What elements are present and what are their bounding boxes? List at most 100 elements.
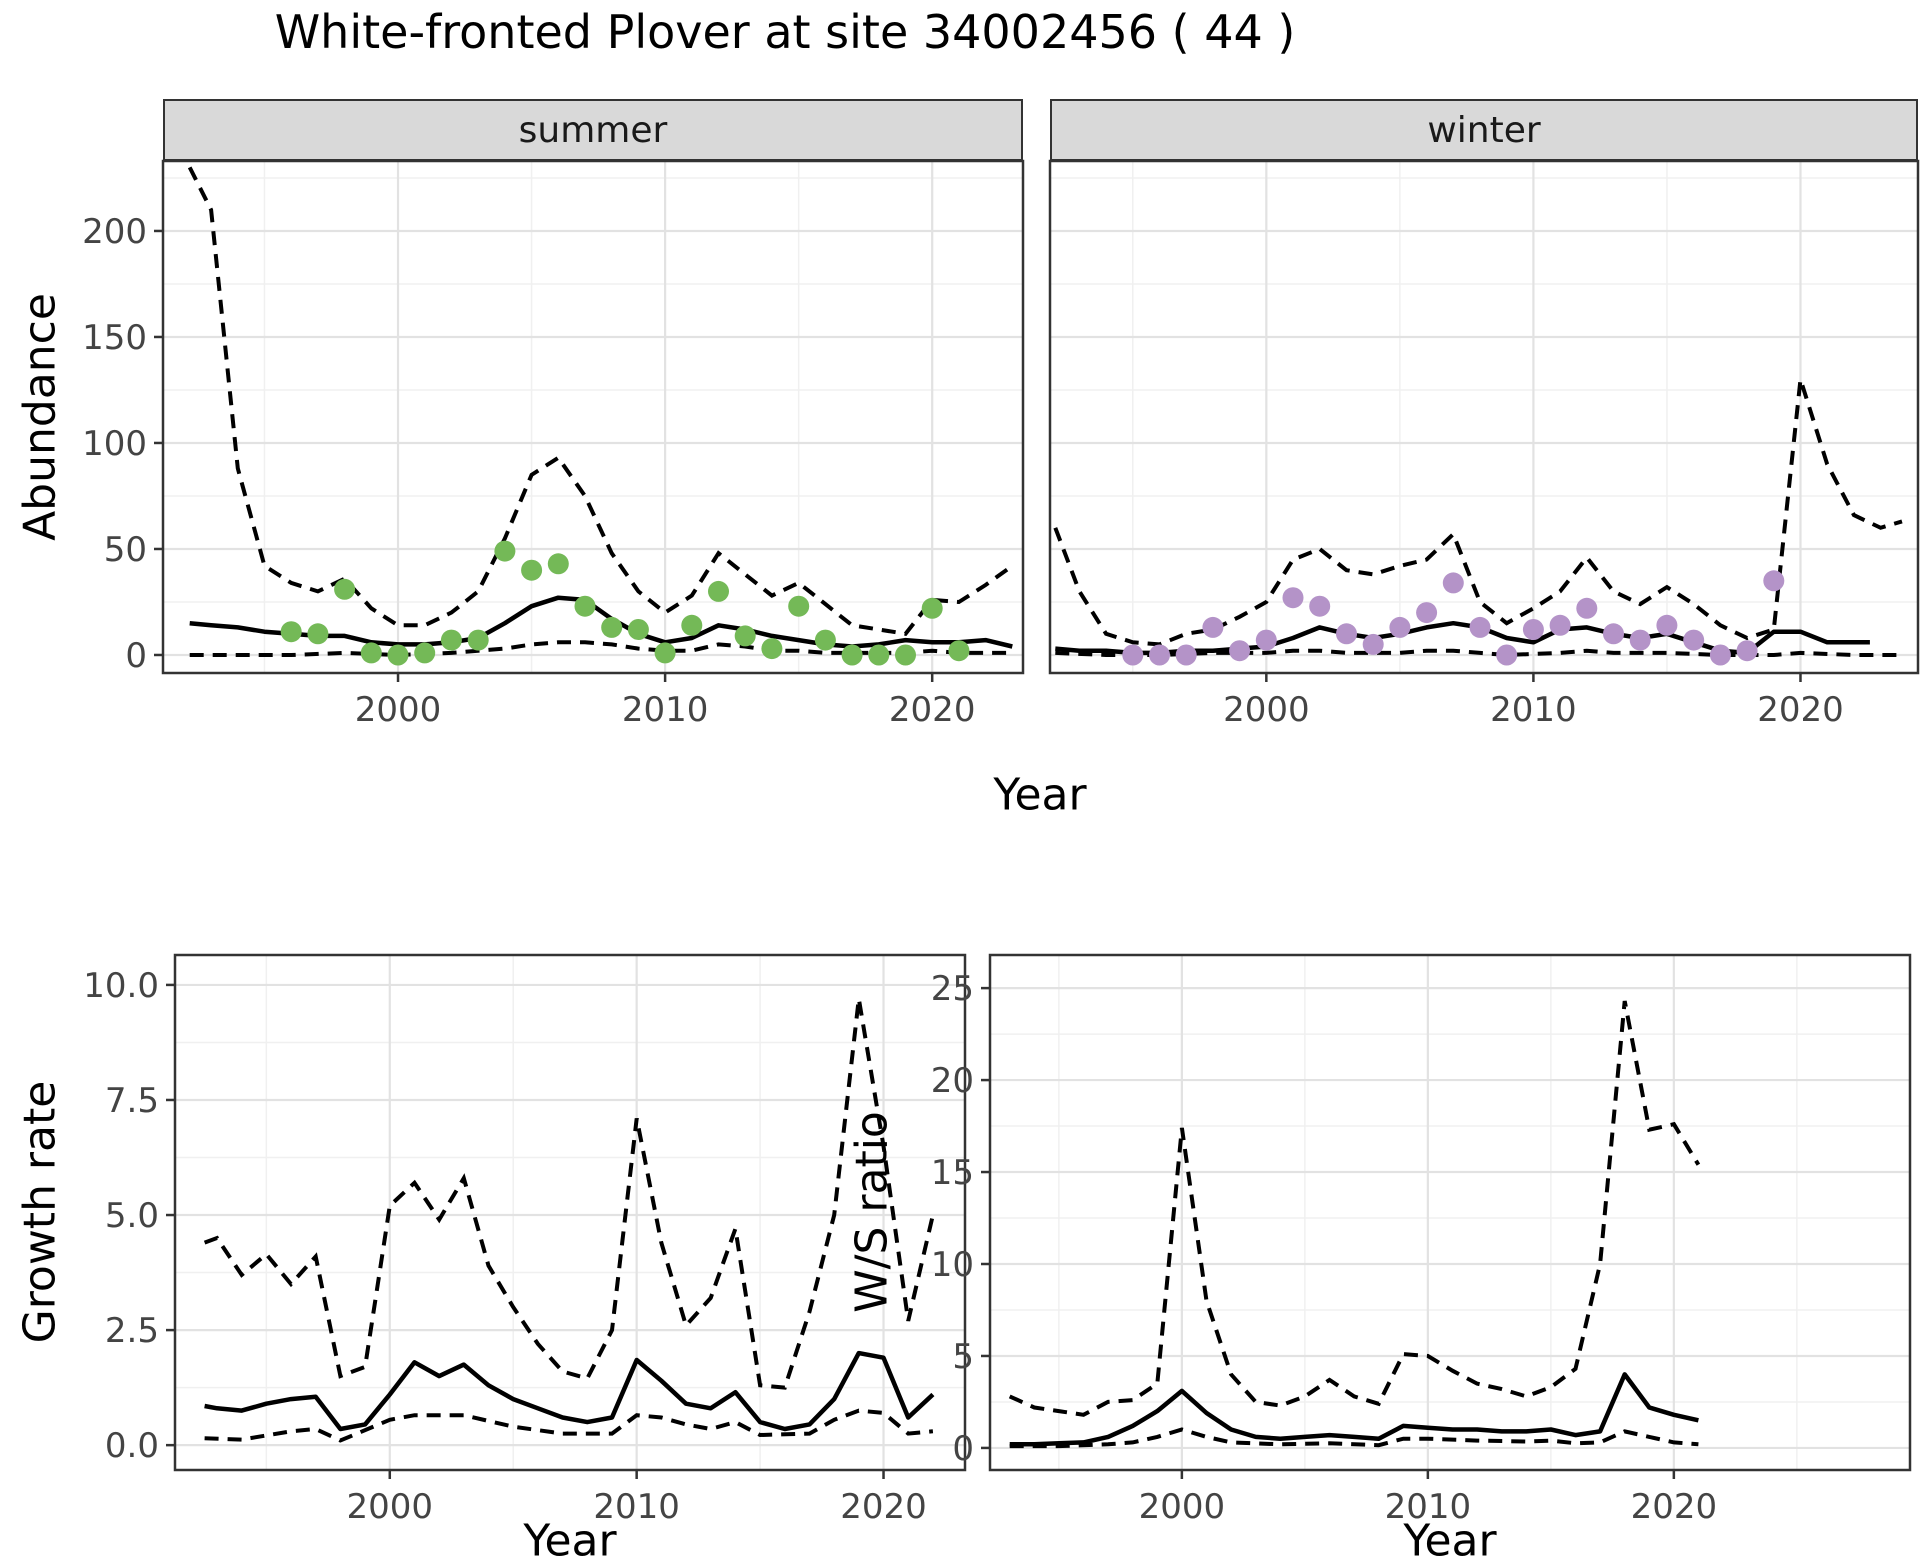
panel-background [990,955,1910,1470]
x-tick-label: 2010 [622,690,709,730]
y-tick-label: 5 [952,1337,974,1377]
y-tick-label: 7.5 [105,1081,159,1121]
y-tick-label: 0.0 [105,1426,159,1466]
data-point [841,644,863,666]
facet-strip-winter-label: winter [1427,109,1541,151]
data-point [1522,619,1544,640]
data-point [280,621,302,643]
data-point [1603,623,1624,645]
chart-title: White-fronted Plover at site 34002456 ( … [274,5,1296,59]
data-point [1309,595,1331,617]
data-point [1469,616,1491,638]
data-point [1416,602,1438,624]
y-tick-label: 15 [931,1153,974,1193]
panel-border [173,953,967,1472]
data-point [708,580,729,602]
panel-border [988,953,1912,1472]
data-point [414,642,436,664]
y-tick-label: 10 [931,1245,974,1285]
y-tick-label: 2.5 [105,1311,159,1351]
data-point [307,623,329,645]
data-point [440,629,462,651]
data-point [761,638,783,660]
data-point [627,619,649,640]
panel-abundance-winter: 2000 2010 2020 [1048,159,1920,730]
series-group [187,166,1014,666]
panel-growth-rate: 2000 2010 2020 0.0 2.5 5.0 7.5 10.0 [83,953,967,1527]
y-axis-title-growth-rate: Growth rate [14,1080,66,1344]
series-group [1053,378,1903,666]
y-tick-label: 0 [125,636,147,676]
ci-upper-line [1008,1000,1701,1417]
y-axis-title-abundance: Abundance [14,293,66,541]
panel-background [1050,161,1918,673]
y-tick-label: 0 [952,1429,974,1469]
data-point [494,540,516,562]
panel-background [163,161,1023,673]
data-point [1683,629,1705,651]
median-line [1009,1372,1699,1447]
ci-lower-line [1009,1427,1699,1449]
data-point [788,595,810,617]
facet-strip-summer: summer [163,99,1023,161]
ci-upper-line [203,998,935,1390]
x-axis-title-year-growth: Year [523,1515,617,1567]
y-tick-label: 25 [931,969,974,1009]
series-group [1008,1000,1701,1449]
data-point [1709,644,1731,666]
x-tick-label: 2000 [347,1487,434,1527]
data-point [521,559,543,581]
data-point [574,595,596,617]
ci-lower-line [204,1408,934,1443]
data-point [1629,629,1651,651]
x-tick-label: 2020 [889,690,976,730]
panel-ws-ratio: 2000 2010 2020 0 5 10 15 20 25 [931,953,1912,1527]
panel-abundance-summer: 2000 2010 2020 0 50 100 150 200 [82,159,1025,730]
data-point [1496,644,1518,666]
data-point [948,640,970,662]
y-tick-label: 200 [82,212,147,252]
median-line [204,1350,935,1432]
x-tick-label: 2010 [1490,690,1577,730]
x-tick-label: 2010 [593,1487,680,1527]
data-point [895,644,916,666]
data-point [1576,597,1598,619]
facet-strip-winter: winter [1050,99,1918,161]
data-point [547,553,569,575]
x-tick-label: 2010 [1385,1487,1472,1527]
data-point [1763,570,1785,592]
x-tick-label: 2020 [1631,1487,1718,1527]
data-point [1149,644,1170,666]
panel-border [1048,159,1920,675]
data-point [814,629,836,651]
data-point [1282,587,1304,609]
x-tick-label: 2020 [1757,690,1844,730]
y-tick-label: 150 [82,318,147,358]
facet-strip-summer-label: summer [518,109,668,151]
series-group [203,998,935,1443]
panel-border [161,159,1025,675]
data-point [1255,629,1277,651]
y-tick-label: 100 [82,424,147,464]
data-point [1656,614,1678,636]
data-point [601,616,623,638]
y-tick-label: 10.0 [83,966,159,1006]
data-point [1736,640,1758,662]
y-tick-label: 5.0 [105,1196,159,1236]
data-point [734,625,756,647]
x-tick-label: 2000 [1223,690,1310,730]
y-axis-title-ws-ratio: W/S ratio [846,1111,898,1313]
x-axis-title-year-ws: Year [1403,1515,1497,1567]
x-tick-label: 2000 [1139,1487,1226,1527]
data-point [1202,616,1224,638]
data-point [1229,640,1251,662]
data-point [387,644,409,666]
x-axis-title-year-top: Year [993,769,1087,821]
data-point [1122,644,1144,666]
data-point [1175,644,1197,666]
data-point [681,614,703,636]
x-tick-label: 2020 [840,1487,927,1527]
y-tick-label: 20 [931,1061,974,1101]
y-tick-label: 50 [104,530,147,570]
